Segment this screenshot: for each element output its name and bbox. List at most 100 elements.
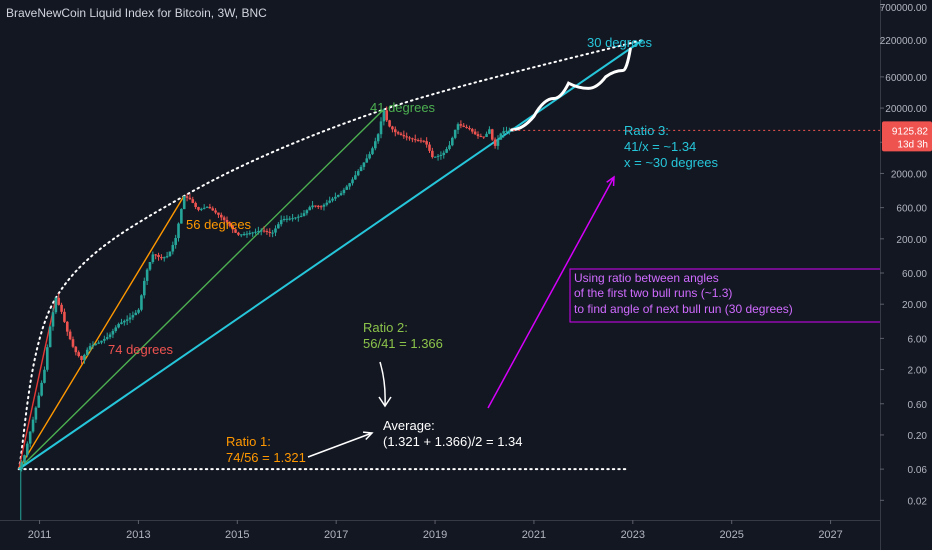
candle-body — [188, 197, 192, 200]
y-tick-label: 2.00 — [908, 366, 928, 377]
candle-body — [493, 139, 497, 146]
y-tick-label: 6.00 — [908, 334, 928, 345]
candle-body — [325, 202, 329, 205]
candle-body — [413, 139, 417, 141]
candle-body — [211, 208, 215, 211]
white-arrow-ratio2 — [379, 361, 386, 406]
label-41-degrees: 41 degrees — [370, 100, 436, 115]
time-axis-bg — [0, 520, 880, 550]
candle-body — [422, 140, 426, 142]
candle-body — [177, 223, 180, 239]
candle-body — [239, 234, 243, 236]
label-56-degrees: 56 degrees — [186, 217, 252, 232]
candle-body — [288, 218, 292, 220]
candle-body — [416, 139, 420, 141]
label-30-degrees: 30 degrees — [587, 35, 653, 50]
y-tick-label: 600.00 — [896, 204, 927, 215]
candle-body — [71, 339, 75, 347]
candle-body — [142, 280, 146, 296]
candle-body — [308, 207, 312, 211]
candle-body — [319, 206, 323, 208]
candle-body — [428, 144, 431, 151]
candle-body — [214, 210, 217, 213]
candle-body — [242, 234, 246, 236]
candle-body — [271, 232, 274, 234]
candle-body — [376, 134, 380, 142]
candle-body — [48, 326, 52, 348]
candle-body — [265, 230, 269, 232]
candle-body — [128, 317, 132, 320]
magenta-arrow — [487, 176, 615, 409]
candle-body — [476, 134, 480, 137]
candle-body — [23, 455, 26, 463]
x-tick-label: 2027 — [818, 529, 842, 541]
candle-body — [251, 232, 254, 234]
candle-body — [331, 198, 334, 201]
y-tick-label: 20.00 — [902, 300, 927, 311]
candle-body — [100, 340, 103, 343]
ratio3-title: Ratio 3: — [624, 123, 669, 138]
candle-body — [103, 338, 106, 341]
candle-body — [202, 207, 206, 209]
candle-body — [245, 233, 249, 235]
candle-body — [285, 218, 289, 220]
x-tick-label: 2019 — [423, 529, 447, 541]
candle-body — [114, 327, 118, 331]
label-74-degrees: 74 degrees — [108, 342, 174, 357]
angle-line-1 — [18, 297, 57, 470]
chart-title: BraveNewCoin Liquid Index for Bitcoin, 3… — [6, 6, 267, 20]
projection-squiggle — [510, 47, 632, 132]
angle-line-3 — [18, 109, 385, 470]
candle-body — [305, 210, 309, 214]
candle-body — [60, 304, 63, 312]
candle-body — [490, 129, 494, 140]
candle-body — [291, 218, 294, 220]
magenta-arrow-head — [606, 175, 615, 187]
ratio2-title: Ratio 2: — [363, 320, 408, 335]
candle-body — [451, 137, 454, 146]
candle-body — [345, 186, 349, 190]
y-tick-label: 220000.00 — [880, 36, 928, 47]
candle-body — [160, 257, 163, 259]
candle-body — [197, 207, 200, 210]
candle-body — [105, 337, 109, 339]
candle-body — [393, 129, 397, 133]
candle-body — [362, 162, 366, 167]
ratio3-result: x = ~30 degrees — [624, 155, 718, 170]
candle-body — [408, 137, 411, 139]
candle-body — [473, 131, 477, 135]
candle-body — [140, 295, 143, 310]
candle-body — [182, 196, 186, 210]
candle-body — [257, 231, 260, 233]
candle-body — [145, 269, 149, 281]
candle-body — [162, 257, 166, 259]
candle-body — [448, 145, 451, 150]
candle-body — [231, 225, 235, 230]
candle-body — [97, 342, 100, 344]
candle-body — [470, 129, 474, 132]
candle-body — [388, 120, 391, 127]
candle-body — [336, 194, 340, 197]
y-tick-label: 0.06 — [908, 465, 928, 476]
candle-body — [123, 320, 126, 323]
candle-body — [205, 206, 209, 208]
candle-body — [171, 245, 175, 252]
candle-body — [74, 346, 78, 353]
y-tick-label: 0.02 — [908, 496, 928, 507]
candle-body — [402, 134, 406, 137]
white-arrow-ratio1-head — [362, 431, 374, 441]
candle-body — [151, 254, 155, 263]
candle-body — [468, 128, 471, 130]
candle-body — [40, 382, 43, 396]
y-tick-label: 60000.00 — [885, 73, 927, 84]
candle-body — [88, 346, 92, 350]
candle-body — [91, 344, 95, 347]
candle-body — [94, 343, 98, 345]
candle-body — [137, 309, 140, 313]
candle-body — [379, 121, 383, 135]
y-tick-label: 60.00 — [902, 269, 927, 280]
candle-body — [28, 431, 32, 444]
candle-body — [168, 251, 172, 257]
candle-body — [334, 196, 337, 199]
